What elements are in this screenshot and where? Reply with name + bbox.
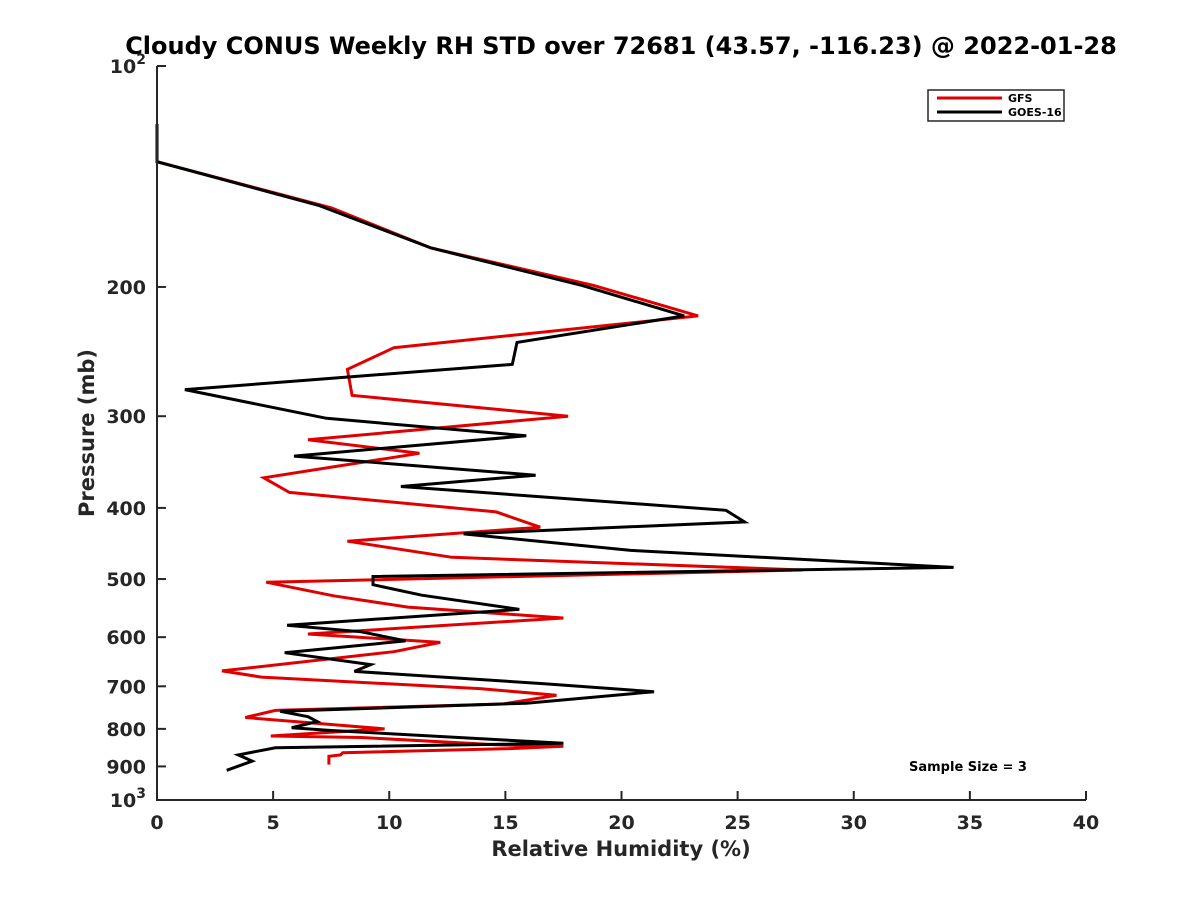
chart-title: Cloudy CONUS Weekly RH STD over 72681 (4… xyxy=(125,32,1117,60)
series-line-gfs xyxy=(155,124,803,765)
plot-area: 0 5 10 15 20 25 30 35 40 102 200 300 400 500 600 700 80… xyxy=(106,52,1099,834)
legend-label-gfs: GFS xyxy=(1008,92,1033,105)
x-axis-ticks: 0 5 10 15 20 25 30 35 40 xyxy=(150,791,1099,834)
x-tick-label: 0 xyxy=(150,812,163,834)
y-axis-ticks: 102 200 300 400 500 600 700 800 900 103 xyxy=(106,52,166,812)
legend-label-goes16: GOES-16 xyxy=(1008,106,1062,119)
y-tick-label: 400 xyxy=(106,498,146,520)
x-tick-label: 20 xyxy=(608,812,634,834)
legend: GFS GOES-16 xyxy=(927,89,1065,122)
y-tick-label: 900 xyxy=(106,756,146,778)
y-tick-label: 800 xyxy=(106,719,146,741)
x-tick-label: 15 xyxy=(492,812,518,834)
series-line-goes16 xyxy=(155,124,954,772)
sample-size-annotation: Sample Size = 3 xyxy=(909,760,1027,775)
x-tick-label: 40 xyxy=(1073,812,1099,834)
x-tick-label: 25 xyxy=(724,812,750,834)
y-tick-label: 102 xyxy=(110,52,146,78)
x-tick-label: 5 xyxy=(267,812,280,834)
x-axis-label: Relative Humidity (%) xyxy=(491,837,750,861)
y-tick-label: 500 xyxy=(106,569,146,591)
series-layer xyxy=(155,124,954,772)
x-tick-label: 35 xyxy=(957,812,983,834)
y-axis-label: Pressure (mb) xyxy=(75,349,99,517)
x-tick-label: 10 xyxy=(376,812,402,834)
y-tick-label: 103 xyxy=(110,786,146,812)
y-tick-label: 700 xyxy=(106,676,146,698)
x-tick-label: 30 xyxy=(841,812,867,834)
y-tick-label: 600 xyxy=(106,627,146,649)
y-tick-label: 200 xyxy=(106,277,146,299)
y-tick-label: 300 xyxy=(106,406,146,428)
legend-box xyxy=(927,89,1065,122)
